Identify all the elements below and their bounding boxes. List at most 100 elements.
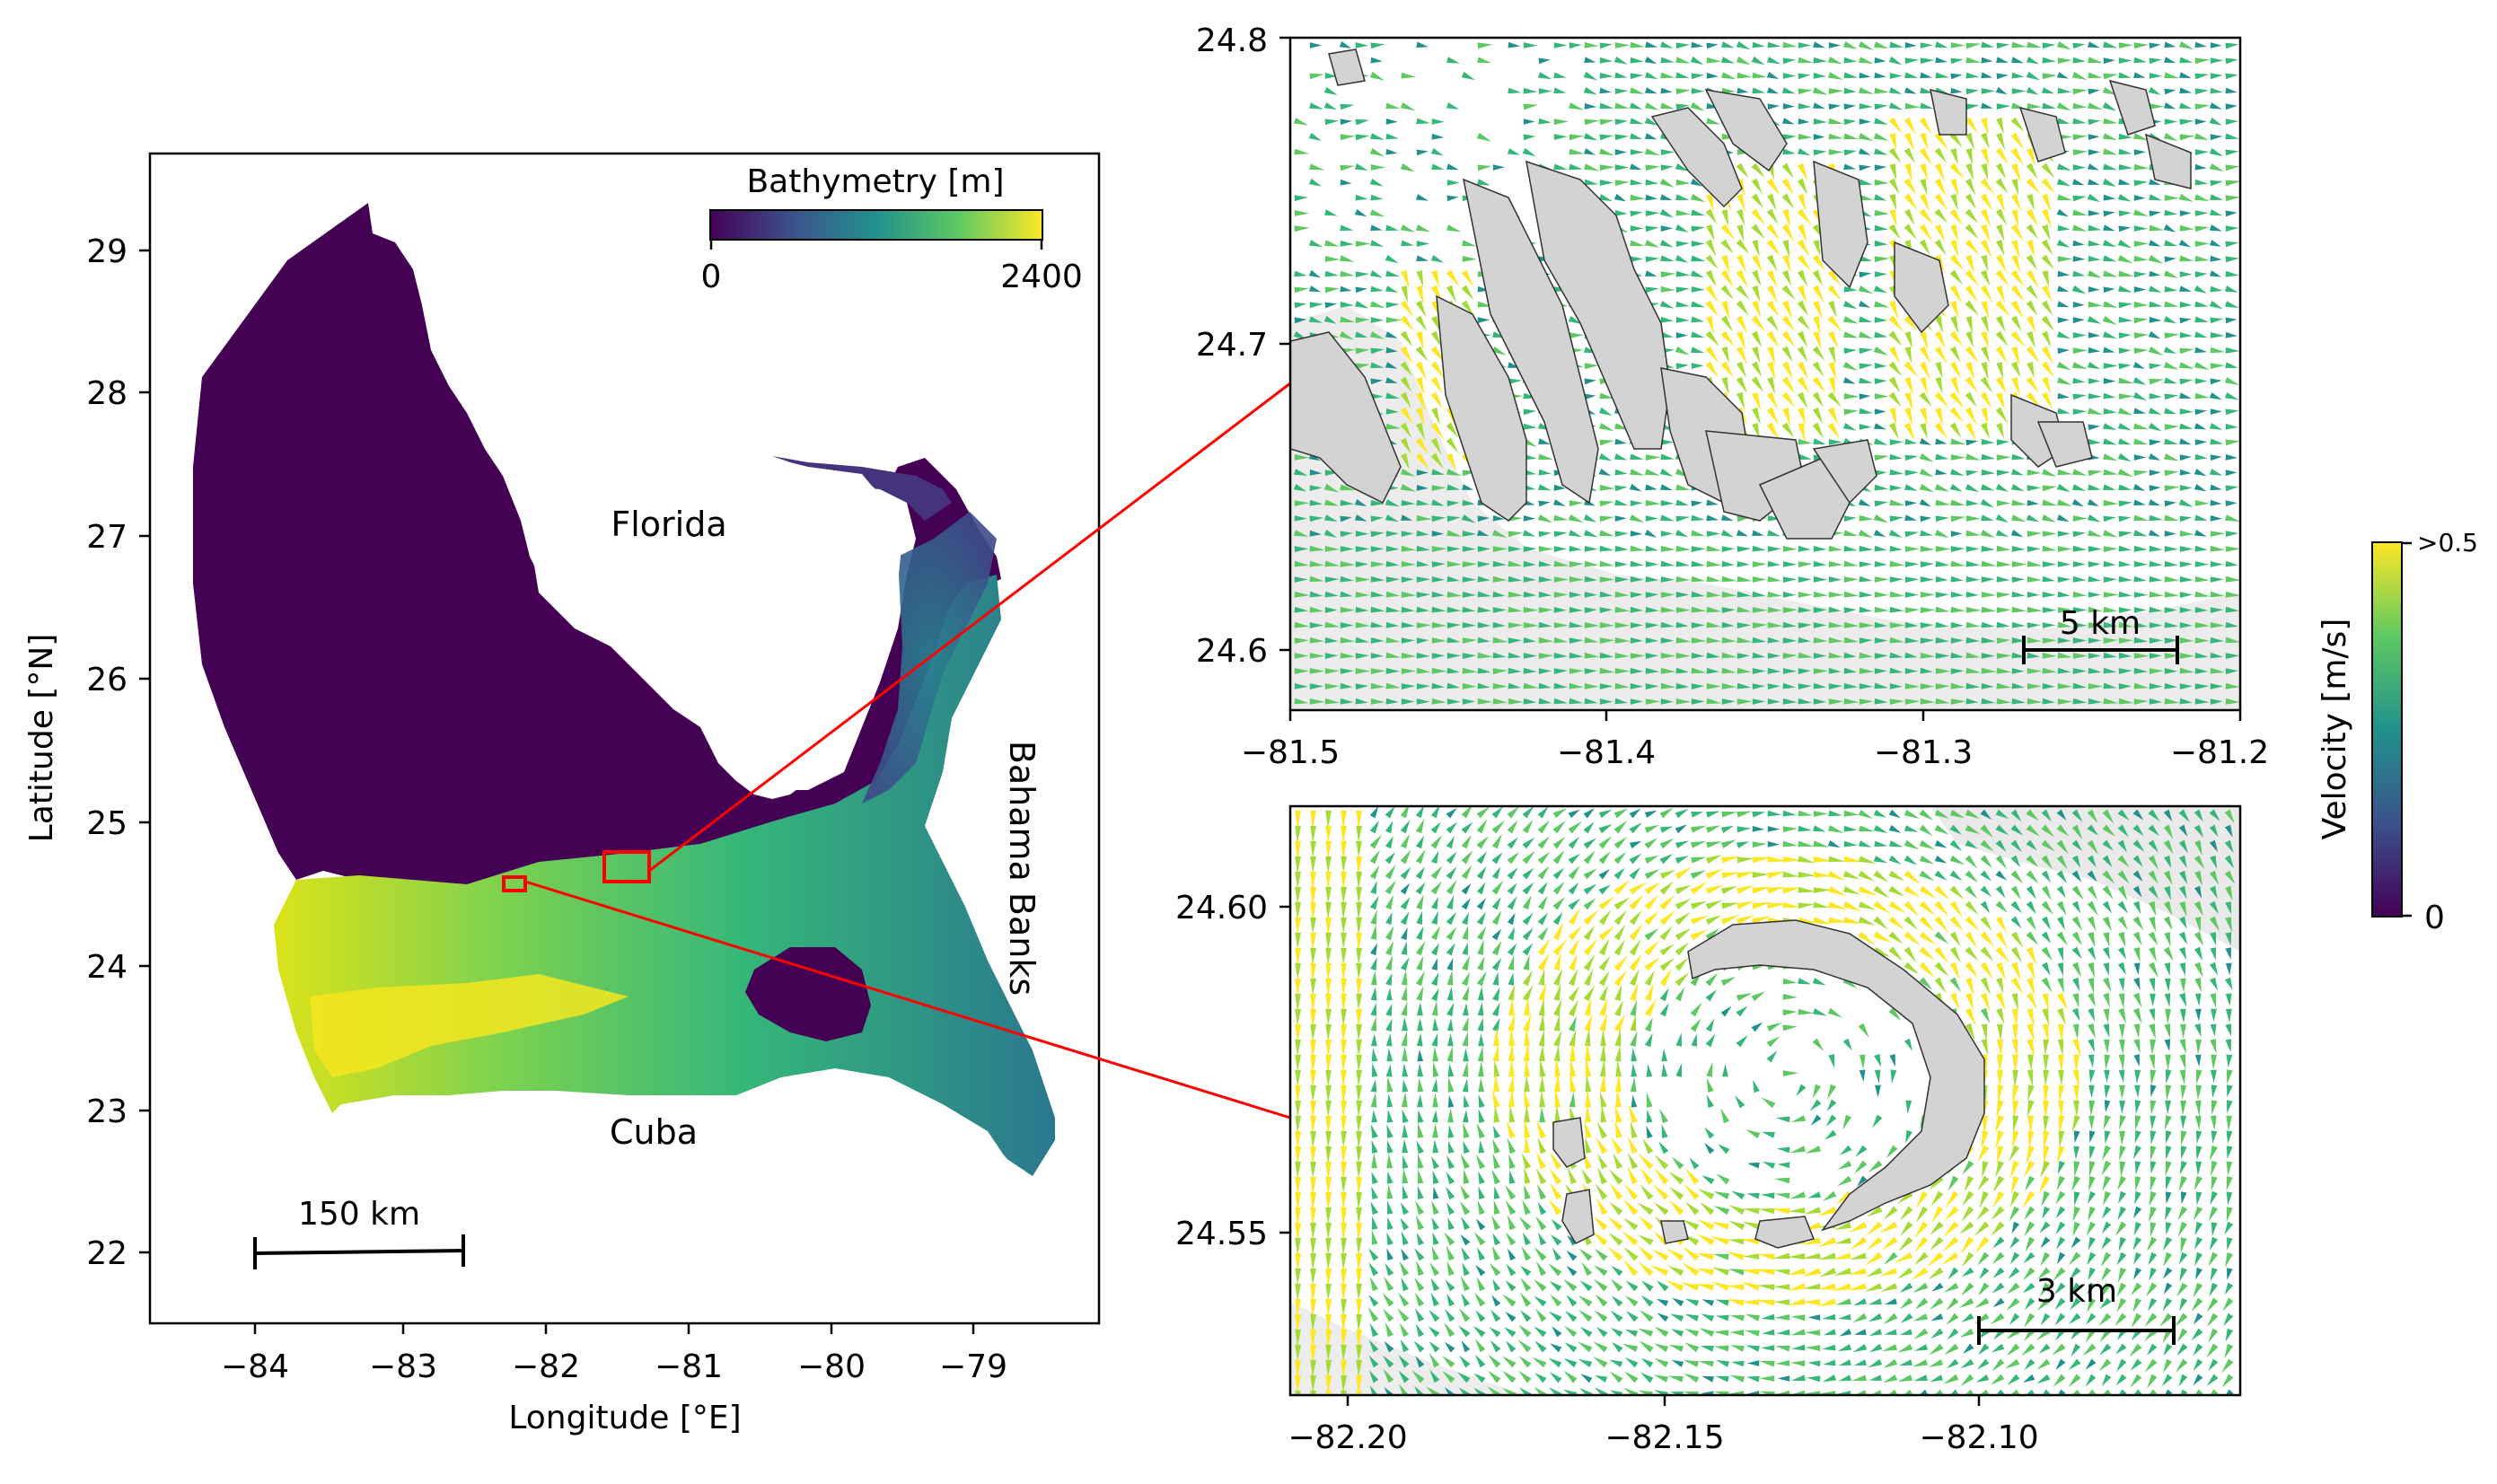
velocity-arrow xyxy=(2176,1358,2188,1373)
velocity-arrow xyxy=(1417,1153,1424,1169)
velocity-arrow xyxy=(1431,988,1439,1002)
velocity-arrow xyxy=(2119,1115,2126,1130)
velocity-arrow xyxy=(2103,347,2115,353)
velocity-arrow xyxy=(1904,500,1918,506)
velocity-arrow xyxy=(1873,530,1886,538)
velocity-arrow xyxy=(2071,885,2084,900)
velocity-arrow xyxy=(1554,1104,1561,1123)
velocity-arrow xyxy=(1935,546,1951,552)
velocity-arrow xyxy=(2225,514,2240,522)
velocity-arrow xyxy=(1492,591,1506,598)
velocity-arrow xyxy=(2150,1039,2157,1056)
velocity-arrow xyxy=(2194,392,2210,400)
velocity-arrow xyxy=(1325,871,1332,890)
velocity-arrow xyxy=(1720,530,1734,538)
velocity-arrow xyxy=(1613,57,1628,65)
velocity-arrow xyxy=(2163,224,2176,233)
velocity-arrow xyxy=(1996,637,2011,644)
velocity-arrow xyxy=(1386,1093,1394,1108)
velocity-arrow xyxy=(1462,667,1478,674)
velocity-arrow xyxy=(2210,637,2224,644)
velocity-arrow xyxy=(1599,180,1614,186)
velocity-arrow xyxy=(1594,1265,1608,1277)
velocity-arrow xyxy=(2210,73,2223,80)
velocity-arrow xyxy=(1746,1375,1760,1383)
velocity-arrow xyxy=(1684,1313,1700,1322)
velocity-arrow xyxy=(1904,163,1912,182)
velocity-arrow xyxy=(2011,682,2025,689)
velocity-arrow xyxy=(1309,622,1324,628)
velocity-arrow xyxy=(1371,1033,1377,1047)
velocity-arrow xyxy=(1981,148,1990,167)
velocity-arrow xyxy=(1766,224,1780,241)
velocity-arrow xyxy=(1859,57,1874,64)
velocity-arrow xyxy=(1772,1207,1790,1215)
velocity-arrow xyxy=(1822,1190,1837,1201)
velocity-arrow xyxy=(1578,1248,1593,1261)
velocity-arrow xyxy=(2177,1206,2188,1221)
velocity-arrow xyxy=(1535,1216,1547,1231)
velocity-arrow xyxy=(2057,224,2071,232)
velocity-arrow xyxy=(1843,591,1860,598)
velocity-arrow xyxy=(1401,698,1415,705)
velocity-arrow xyxy=(2225,653,2240,659)
velocity-arrow xyxy=(1524,1134,1531,1154)
velocity-arrow xyxy=(1995,208,2007,226)
velocity-arrow xyxy=(2133,241,2149,247)
velocity-arrow xyxy=(2118,210,2132,216)
velocity-arrow xyxy=(1819,1267,1837,1278)
inset-box-bottom[interactable] xyxy=(502,875,527,892)
velocity-arrow xyxy=(1798,871,1816,878)
velocity-arrow xyxy=(2057,270,2071,277)
velocity-arrow xyxy=(1859,683,1874,689)
velocity-arrow xyxy=(1627,1136,1639,1155)
velocity-arrow xyxy=(2102,1206,2112,1219)
velocity-arrow xyxy=(1341,1069,1347,1088)
velocity-arrow xyxy=(1416,224,1431,233)
velocity-arrow xyxy=(1492,575,1508,583)
velocity-arrow xyxy=(1458,1387,1471,1395)
velocity-arrow xyxy=(1736,546,1752,552)
velocity-arrow xyxy=(1675,270,1691,277)
velocity-arrow xyxy=(1691,1033,1697,1047)
velocity-arrow xyxy=(1946,1297,1959,1311)
velocity-arrow xyxy=(1416,1232,1424,1246)
velocity-arrow xyxy=(1478,1109,1485,1123)
velocity-arrow xyxy=(1538,653,1554,659)
velocity-arrow xyxy=(1691,514,1705,522)
velocity-arrow xyxy=(2132,931,2142,946)
velocity-arrow xyxy=(1613,955,1628,971)
velocity-arrow xyxy=(2178,809,2190,822)
velocity-arrow xyxy=(1995,147,2009,165)
velocity-arrow xyxy=(1599,87,1612,94)
velocity-arrow xyxy=(1842,377,1856,384)
velocity-arrow xyxy=(2026,71,2041,81)
velocity-arrow xyxy=(1978,1343,1990,1356)
velocity-arrow xyxy=(1752,240,1760,258)
velocity-arrow xyxy=(1859,377,1873,384)
velocity-arrow xyxy=(2133,545,2148,552)
velocity-arrow xyxy=(1585,1088,1591,1108)
velocity-arrow xyxy=(2225,439,2240,446)
velocity-arrow xyxy=(1995,870,2008,881)
velocity-arrow xyxy=(1416,285,1424,305)
velocity-arrow xyxy=(1310,886,1316,907)
velocity-arrow xyxy=(1736,376,1748,394)
velocity-arrow xyxy=(2056,483,2071,492)
velocity-arrow xyxy=(1873,285,1888,294)
velocity-arrow xyxy=(2209,1282,2219,1297)
velocity-arrow xyxy=(1798,637,1811,644)
velocity-arrow xyxy=(1368,1355,1379,1368)
velocity-arrow xyxy=(2178,870,2188,885)
velocity-arrow xyxy=(2164,591,2180,598)
velocity-arrow xyxy=(1458,1308,1471,1322)
velocity-arrow xyxy=(1691,500,1703,507)
velocity-arrow xyxy=(1430,1278,1440,1292)
inset-box-top[interactable] xyxy=(602,850,651,883)
velocity-arrow xyxy=(2073,1130,2080,1144)
velocity-arrow xyxy=(2026,269,2039,288)
velocity-arrow xyxy=(2027,1054,2034,1071)
velocity-arrow xyxy=(1538,591,1552,598)
velocity-arrow xyxy=(1325,962,1332,981)
velocity-arrow xyxy=(1415,806,1424,819)
